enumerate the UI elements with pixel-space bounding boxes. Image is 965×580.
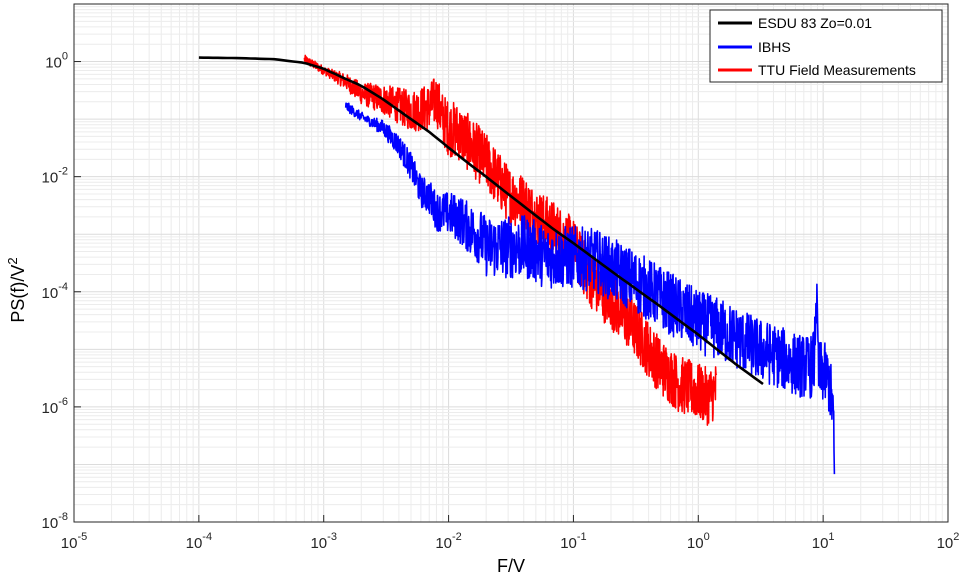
x-tick-base: 10	[435, 535, 452, 552]
y-axis-label: PS(f)/V2	[5, 257, 28, 322]
legend-label-esdu: ESDU 83 Zo=0.01	[758, 15, 872, 31]
x-tick-label: 100	[687, 531, 710, 552]
y-tick-base: 10	[45, 55, 62, 72]
y-tick-label: 10-2	[42, 166, 68, 187]
y-tick-base: 10	[42, 170, 59, 187]
ticks	[73, 61, 949, 523]
series-line-0	[198, 56, 764, 386]
legend: ESDU 83 Zo=0.01 IBHS TTU Field Measureme…	[709, 9, 943, 83]
x-tick-base: 10	[937, 535, 954, 552]
x-tick-exp: -4	[202, 531, 212, 543]
x-tick-base: 10	[687, 535, 704, 552]
x-tick-base: 10	[186, 535, 203, 552]
legend-item-esdu: ESDU 83 Zo=0.01	[718, 15, 872, 31]
x-tick-label: 10-5	[61, 531, 87, 552]
plot-frame	[73, 3, 949, 523]
y-tick-exp: -4	[58, 281, 68, 293]
y-tick-label: 10-6	[42, 396, 68, 417]
x-tick-label: 102	[937, 531, 960, 552]
x-tick-exp: -1	[577, 531, 587, 543]
x-tick-labels: 10-5 10-4 10-3 10-2 10-1 100 101 102	[61, 531, 960, 552]
y-tick-exp: -8	[58, 511, 68, 523]
series-layer	[198, 54, 836, 475]
y-tick-base: 10	[42, 285, 59, 302]
x-tick-exp: -2	[452, 531, 462, 543]
x-tick-exp: 1	[828, 531, 834, 543]
x-tick-base: 10	[812, 535, 829, 552]
y-axis-label-base: PS(f)/V	[8, 265, 28, 323]
y-axis-label-sup: 2	[5, 257, 20, 264]
x-tick-base: 10	[560, 535, 577, 552]
y-tick-label: 10-4	[42, 281, 68, 302]
x-axis-label: F/V	[497, 556, 525, 576]
y-tick-exp: -6	[58, 396, 68, 408]
x-tick-base: 10	[61, 535, 78, 552]
legend-label-ibhs: IBHS	[758, 39, 791, 55]
x-tick-exp: -3	[327, 531, 337, 543]
y-tick-exp: 0	[62, 51, 68, 63]
legend-item-ibhs: IBHS	[718, 39, 791, 55]
legend-label-ttu: TTU Field Measurements	[758, 62, 916, 78]
x-tick-label: 10-1	[560, 531, 586, 552]
legend-item-ttu: TTU Field Measurements	[718, 62, 916, 78]
series-line-1	[344, 102, 836, 475]
x-tick-label: 10-2	[435, 531, 461, 552]
x-tick-base: 10	[310, 535, 327, 552]
x-tick-exp: 2	[953, 531, 959, 543]
x-tick-exp: 0	[704, 531, 710, 543]
x-tick-label: 10-4	[186, 531, 212, 552]
x-tick-exp: -5	[77, 531, 87, 543]
y-tick-exp: -2	[58, 166, 68, 178]
y-tick-base: 10	[42, 515, 59, 532]
x-tick-label: 101	[812, 531, 835, 552]
y-tick-label: 10-8	[42, 511, 68, 532]
x-tick-label: 10-3	[310, 531, 336, 552]
y-tick-base: 10	[42, 400, 59, 417]
y-tick-label: 100	[45, 51, 68, 72]
